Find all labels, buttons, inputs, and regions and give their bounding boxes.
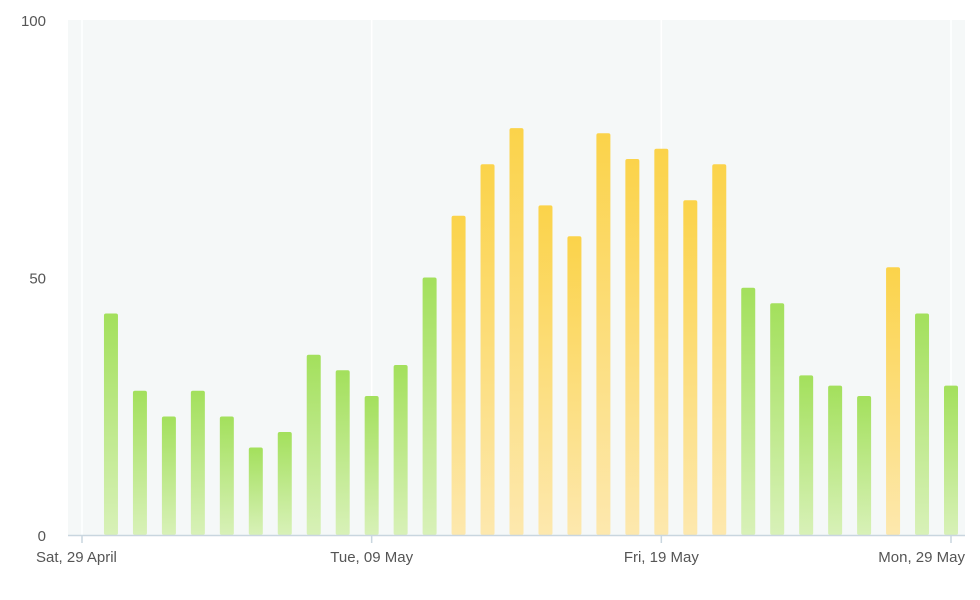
bar[interactable] xyxy=(596,133,611,536)
bar[interactable] xyxy=(451,215,466,535)
bar[interactable] xyxy=(770,303,785,535)
bar[interactable] xyxy=(886,267,901,535)
bar[interactable] xyxy=(625,159,640,536)
y-tick-label: 0 xyxy=(38,528,46,545)
x-tick-label: Tue, 09 May xyxy=(330,549,413,566)
x-tick-label: Sat, 29 April xyxy=(36,549,117,566)
bar[interactable] xyxy=(219,416,234,535)
bar-series xyxy=(103,128,958,536)
bar[interactable] xyxy=(944,385,958,535)
y-axis-ticks: 0 50 100 xyxy=(21,13,46,545)
bar[interactable] xyxy=(422,277,437,536)
bar[interactable] xyxy=(393,365,408,535)
bar[interactable] xyxy=(683,200,698,535)
x-axis-ticks: Sat, 29 April Tue, 09 May Fri, 19 May Mon, … xyxy=(36,535,965,566)
bar[interactable] xyxy=(335,370,350,535)
bar[interactable] xyxy=(828,385,843,535)
y-tick-label: 100 xyxy=(21,13,46,30)
bar[interactable] xyxy=(741,287,756,535)
bar[interactable] xyxy=(132,390,147,535)
bar[interactable] xyxy=(915,313,930,535)
bar[interactable] xyxy=(364,395,379,535)
bar[interactable] xyxy=(538,205,553,535)
bar[interactable] xyxy=(190,390,205,535)
bar[interactable] xyxy=(161,416,176,535)
bar[interactable] xyxy=(277,432,292,535)
bar[interactable] xyxy=(306,354,321,535)
y-tick-label: 50 xyxy=(29,271,46,288)
bar[interactable] xyxy=(248,447,263,535)
bar[interactable] xyxy=(712,164,727,535)
bar[interactable] xyxy=(509,128,524,535)
bar[interactable] xyxy=(654,148,669,535)
bar[interactable] xyxy=(857,395,872,535)
bar[interactable] xyxy=(480,164,495,535)
bar[interactable] xyxy=(567,236,582,536)
bar[interactable] xyxy=(799,375,814,535)
bar[interactable] xyxy=(103,313,118,535)
x-tick-label: Mon, 29 May xyxy=(878,549,965,566)
x-tick-label: Fri, 19 May xyxy=(624,549,700,566)
